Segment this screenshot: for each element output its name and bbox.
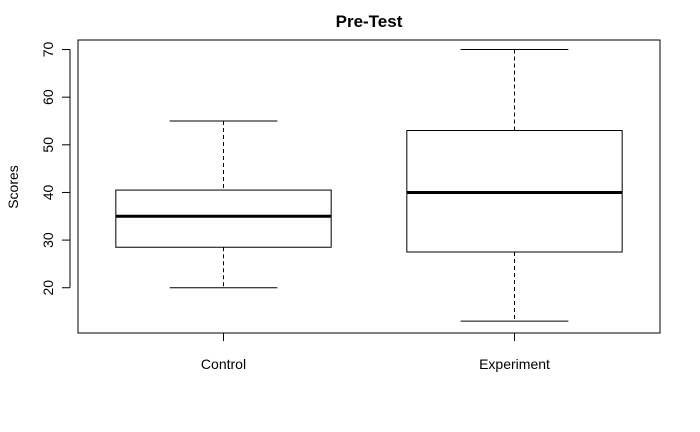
box-experiment bbox=[406, 49, 623, 322]
y-axis: 20 30 40 50 60 70 bbox=[40, 42, 71, 296]
y-tick-label: 30 bbox=[40, 232, 56, 248]
y-tick-label: 40 bbox=[40, 184, 56, 200]
y-tick-label: 50 bbox=[40, 137, 56, 153]
box-control bbox=[115, 120, 332, 289]
x-tick-label: Control bbox=[201, 356, 246, 372]
x-axis: Control Experiment bbox=[201, 332, 550, 372]
y-tick-label: 20 bbox=[40, 280, 56, 296]
y-tick-label: 70 bbox=[40, 42, 56, 58]
chart-title: Pre-Test bbox=[336, 12, 403, 31]
y-tick-label: 60 bbox=[40, 89, 56, 105]
box-series bbox=[115, 49, 623, 322]
x-tick-label: Experiment bbox=[479, 356, 550, 372]
iqr-box bbox=[115, 189, 332, 248]
y-axis-label: Scores bbox=[5, 165, 21, 209]
